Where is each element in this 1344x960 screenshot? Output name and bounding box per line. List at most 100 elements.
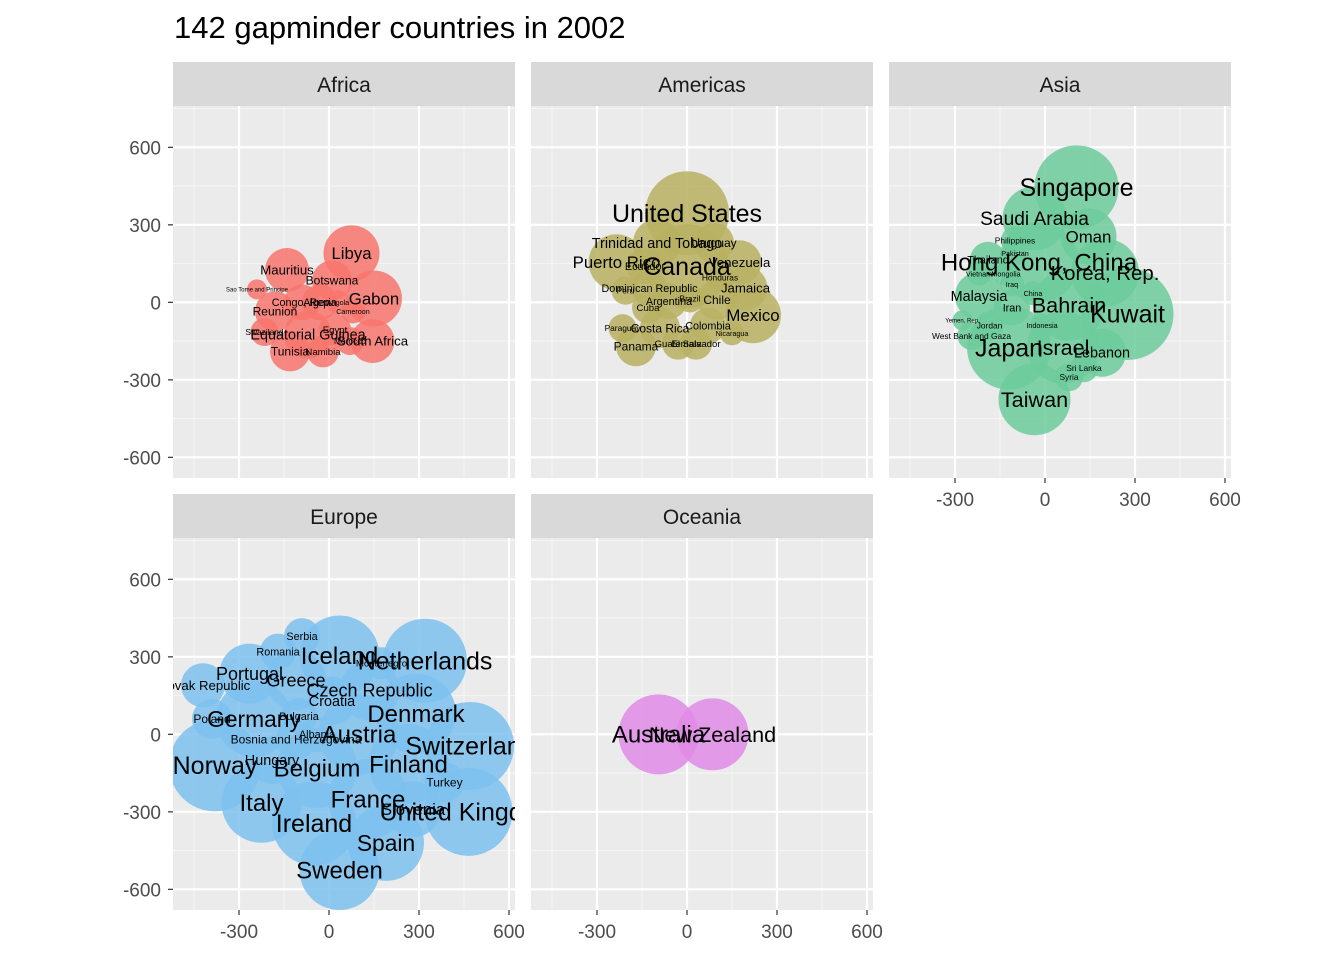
bubble-label-thailand: Thailand bbox=[967, 254, 1008, 266]
bubble-south-africa bbox=[350, 319, 395, 364]
bubble-label-morocco: Morocco bbox=[334, 336, 366, 346]
y-axis-europe: 600 300 0 -300 -600 bbox=[123, 570, 173, 901]
bubble-label-netherlands: Netherlands bbox=[358, 647, 493, 675]
bubble-label-nicaragua: Nicaragua bbox=[716, 329, 749, 338]
bubble-label-philippines: Philippines bbox=[995, 235, 1036, 245]
bubble-label-colombia: Colombia bbox=[685, 320, 731, 332]
bubble-label-syria: Syria bbox=[1059, 372, 1078, 382]
bubble-label-czech-republic: Czech Republic bbox=[306, 681, 432, 701]
bubble-label-libya: Libya bbox=[331, 244, 372, 263]
bubble-nicaragua bbox=[720, 321, 744, 346]
y-tick-label: 600 bbox=[129, 138, 161, 159]
bubble-label-sao-tome-and-principe: Sao Tome and Principe bbox=[226, 288, 289, 294]
bubble-label-ireland: Ireland bbox=[276, 810, 352, 838]
x-tick-label: 600 bbox=[851, 922, 883, 943]
bubble-label-romania: Romania bbox=[256, 646, 299, 658]
x-tick-label: 0 bbox=[1040, 490, 1051, 511]
bubble-label-croatia: Croatia bbox=[309, 694, 355, 710]
bubble-label-congo-rep: Congo, Rep. bbox=[272, 297, 333, 309]
bubble-iraq bbox=[1000, 272, 1024, 297]
x-tick-label: 0 bbox=[324, 922, 335, 943]
bubble-label-puerto-rico: Puerto Rico bbox=[573, 253, 661, 272]
y-tick-label: -300 bbox=[123, 803, 161, 824]
bubble-label-montenegro: Montenegro bbox=[356, 659, 407, 670]
x-tick-label: 300 bbox=[1119, 490, 1151, 511]
bubble-label-iceland: Iceland bbox=[301, 643, 378, 670]
bubble-label-albania: Albania bbox=[299, 729, 335, 741]
bubble-label-south-africa: South Africa bbox=[337, 334, 409, 349]
bubble-label-norway: Norway bbox=[173, 752, 258, 780]
strip-label-africa: Africa bbox=[317, 74, 371, 97]
bubble-label-paraguay: Paraguay bbox=[605, 323, 642, 333]
bubble-label-trinidad-and-tobago: Trinidad and Tobago bbox=[592, 236, 722, 252]
bubble-label-angola: Angola bbox=[327, 298, 349, 307]
bubble-label-china: China bbox=[1024, 289, 1043, 298]
bubble-label-dominican-republic: Dominican Republic bbox=[601, 283, 698, 295]
bubble-label-greece: Greece bbox=[266, 670, 325, 690]
bubble-label-united-states: United States bbox=[612, 200, 762, 228]
y-tick-label: -600 bbox=[123, 880, 161, 901]
bubble-slovak-republic bbox=[181, 663, 225, 708]
y-tick-label: 0 bbox=[150, 725, 161, 746]
bubble-label-italy: Italy bbox=[239, 790, 283, 817]
bubble-label-singapore: Singapore bbox=[1020, 174, 1134, 202]
bubble-label-korea-rep: Korea, Rep. bbox=[1051, 263, 1160, 285]
bubble-label-oman: Oman bbox=[1066, 227, 1112, 246]
bubble-label-yemen-rep: Yemen, Rep. bbox=[945, 319, 980, 325]
bubble-label-indonesia: Indonesia bbox=[1026, 321, 1057, 330]
y-tick-label: -300 bbox=[123, 371, 161, 392]
bubble-label-panama: Panama bbox=[614, 339, 659, 353]
bubble-mauritius bbox=[265, 248, 309, 293]
bubble-sao-tome-and-principe bbox=[247, 279, 267, 300]
bubble-label-equatorial-guinea: Equatorial Guinea bbox=[250, 328, 365, 344]
bubble-label-west-bank-and-gaza: West Bank and Gaza bbox=[932, 331, 1011, 341]
bubble-taiwan bbox=[998, 363, 1071, 436]
bubble-label-switzerland: Switzerland bbox=[405, 733, 534, 761]
bubble-label-finland: Finland bbox=[369, 751, 448, 778]
bubble-label-kuwait: Kuwait bbox=[1090, 301, 1165, 329]
strip-africa bbox=[173, 62, 515, 106]
bubble-label-ecuador: Ecuador bbox=[625, 261, 666, 273]
strip-label-oceania: Oceania bbox=[663, 506, 742, 529]
bubble-label-sweden: Sweden bbox=[296, 857, 383, 884]
bubble-label-lebanon: Lebanon bbox=[1074, 346, 1130, 362]
bubble-label-canada: Canada bbox=[643, 253, 731, 281]
bubble-label-tunisia: Tunisia bbox=[271, 345, 310, 359]
bubble-label-swaziland: Swaziland bbox=[245, 327, 284, 337]
bubble-label-mexico: Mexico bbox=[726, 306, 779, 325]
bubble-cameroon bbox=[341, 299, 365, 324]
bubble-united-kingdom bbox=[424, 767, 513, 856]
y-tick-label: 600 bbox=[129, 570, 161, 591]
bubble-label-namibia: Namibia bbox=[305, 347, 341, 358]
bubble-el-salvador bbox=[680, 327, 712, 360]
bubble-label-united-kingdom: United Kingdom bbox=[380, 799, 558, 827]
x-tick-label: -300 bbox=[578, 922, 616, 943]
bubble-label-slovenia: Slovenia bbox=[381, 800, 446, 819]
strip-label-europe: Europe bbox=[310, 506, 378, 529]
bubble-brazil bbox=[676, 284, 704, 313]
strip-oceania bbox=[531, 494, 873, 538]
bubble-label-australia: Australia bbox=[612, 722, 706, 749]
bubble-namibia bbox=[307, 335, 339, 368]
y-tick-label: -600 bbox=[123, 448, 161, 469]
bubble-label-malaysia: Malaysia bbox=[951, 289, 1008, 305]
bubble-swaziland bbox=[250, 318, 279, 347]
bubble-australia bbox=[618, 694, 699, 775]
bubbles-europe: Serbia Romania IcelandNetherlandsMontenegr… bbox=[173, 615, 558, 910]
bubble-label-hungary: Hungary bbox=[245, 753, 300, 769]
y-tick-label: 0 bbox=[150, 293, 161, 314]
bubble-label-austria: Austria bbox=[322, 722, 397, 749]
x-axis-asia: -300 0 300 600 bbox=[936, 478, 1241, 511]
bubble-label-mauritius: Mauritius bbox=[260, 263, 314, 278]
bubble-peru bbox=[611, 276, 640, 305]
bubble-tunisia bbox=[270, 331, 310, 372]
bubble-label-cameroon: Cameroon bbox=[336, 307, 370, 316]
x-tick-label: -300 bbox=[936, 490, 974, 511]
bubble-label-denmark: Denmark bbox=[367, 701, 465, 728]
